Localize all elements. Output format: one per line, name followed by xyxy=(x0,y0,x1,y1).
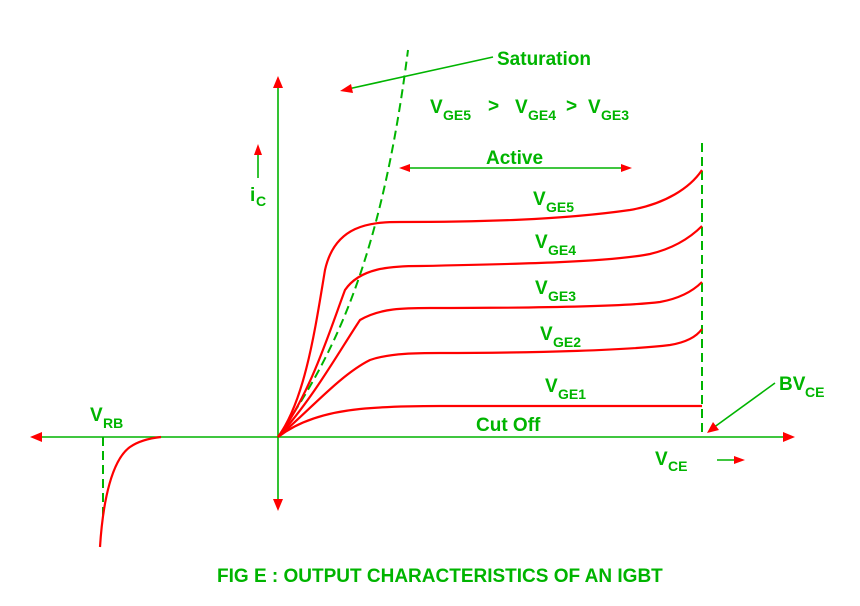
ordering-v3-sub: GE3 xyxy=(601,107,629,123)
curve-vge2 xyxy=(277,328,703,438)
figure-caption: FIG E : OUTPUT CHARACTERISTICS OF AN IGB… xyxy=(217,566,663,587)
bvce-arrowhead-icon xyxy=(707,422,719,433)
characteristic-curves xyxy=(277,169,703,438)
active-right-arrowhead-icon xyxy=(621,164,632,172)
breakdown-annotation: BV CE xyxy=(707,374,824,433)
curve-vge1 xyxy=(277,404,702,438)
saturation-arrowhead-icon xyxy=(340,84,353,93)
active-label: Active xyxy=(486,148,543,169)
saturation-boundary-dashed-line xyxy=(277,49,409,438)
x-axis-label: V CE xyxy=(655,449,745,474)
active-left-arrowhead-icon xyxy=(399,164,410,172)
vge2-label-sub: GE2 xyxy=(553,334,581,350)
curve-labels: V GE5 V GE4 V GE3 V GE2 V GE1 xyxy=(533,189,586,402)
axes xyxy=(30,76,795,511)
vge3-label-main: V xyxy=(535,278,548,299)
vge1-label-sub: GE1 xyxy=(558,386,586,402)
x-axis-negative-arrowhead-icon xyxy=(30,432,42,442)
ic-arrowhead-icon xyxy=(254,144,262,155)
cutoff-label: Cut Off xyxy=(476,415,541,436)
reverse-blocking-annotation: V RB xyxy=(90,405,123,431)
curve-vge4 xyxy=(277,225,703,438)
gate-voltage-ordering: V GE5 > V GE4 > V GE3 xyxy=(430,96,629,123)
vge5-label-sub: GE5 xyxy=(546,199,574,215)
curve-vge5 xyxy=(277,169,703,438)
ordering-v2-main: V xyxy=(515,97,528,118)
vge4-label-main: V xyxy=(535,232,548,253)
vge5-label-main: V xyxy=(533,189,546,210)
vge3-label-sub: GE3 xyxy=(548,288,576,304)
ordering-v1-main: V xyxy=(430,97,443,118)
saturation-label: Saturation xyxy=(497,49,591,70)
curve-vge3 xyxy=(277,281,703,438)
vge4-label-sub: GE4 xyxy=(548,242,576,258)
vge2-label-main: V xyxy=(540,324,553,345)
y-axis-label: i C xyxy=(250,144,266,209)
saturation-annotation: Saturation xyxy=(340,49,591,93)
vge1-label-main: V xyxy=(545,376,558,397)
reverse-blocking-curve xyxy=(98,435,162,548)
vce-label-sub: CE xyxy=(668,458,687,474)
vce-arrowhead-icon xyxy=(734,456,745,464)
saturation-leader-line xyxy=(347,56,494,90)
ic-label-sub: C xyxy=(256,193,266,209)
bvce-label-sub: CE xyxy=(805,384,824,400)
y-axis-negative-arrowhead-icon xyxy=(273,499,283,511)
vrb-label-main: V xyxy=(90,405,103,426)
bvce-leader-line xyxy=(712,382,776,429)
ordering-gt2: > xyxy=(566,96,577,117)
vrb-label-sub: RB xyxy=(103,415,123,431)
ordering-v2-sub: GE4 xyxy=(528,107,556,123)
bvce-label-main: BV xyxy=(779,374,806,395)
ordering-v3-main: V xyxy=(588,97,601,118)
y-axis-positive-arrowhead-icon xyxy=(273,76,283,88)
x-axis-positive-arrowhead-icon xyxy=(783,432,795,442)
ordering-gt1: > xyxy=(488,96,499,117)
ic-label-main: i xyxy=(250,185,255,206)
ordering-v1-sub: GE5 xyxy=(443,107,471,123)
active-annotation: Active xyxy=(399,148,632,172)
vce-label-main: V xyxy=(655,449,668,470)
